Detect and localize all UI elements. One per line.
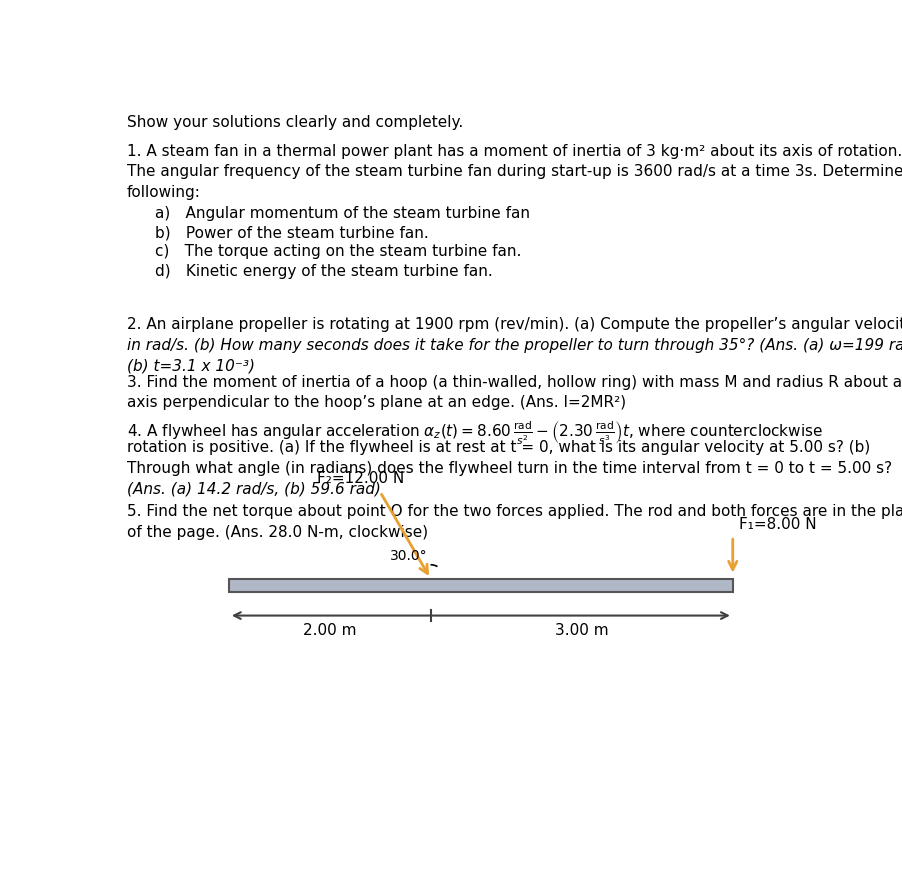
Text: 30.0°: 30.0°: [391, 549, 428, 563]
Text: Show your solutions clearly and completely.: Show your solutions clearly and complete…: [126, 115, 463, 130]
Text: F₂=12.00 N: F₂=12.00 N: [317, 471, 404, 486]
Text: 1. A steam fan in a thermal power plant has a moment of inertia of 3 kg·m² about: 1. A steam fan in a thermal power plant …: [126, 143, 902, 158]
FancyBboxPatch shape: [229, 579, 732, 593]
Text: rotation is positive. (a) If the flywheel is at rest at t = 0, what is its angul: rotation is positive. (a) If the flywhee…: [126, 440, 870, 455]
Text: in rad/s. (b) How many seconds does it take for the propeller to turn through 35: in rad/s. (b) How many seconds does it t…: [126, 337, 902, 353]
Text: 3.00 m: 3.00 m: [555, 623, 609, 638]
Text: 5. Find the net torque about point O for the two forces applied. The rod and bot: 5. Find the net torque about point O for…: [126, 504, 902, 519]
Text: Through what angle (in radians) does the flywheel turn in the time interval from: Through what angle (in radians) does the…: [126, 461, 892, 476]
Text: (b) t=3.1 x 10⁻³): (b) t=3.1 x 10⁻³): [126, 358, 254, 374]
Text: 2. An airplane propeller is rotating at 1900 rpm (rev/min). (a) Compute the prop: 2. An airplane propeller is rotating at …: [126, 317, 902, 332]
Text: 2.00 m: 2.00 m: [303, 623, 356, 638]
Text: axis perpendicular to the hoop’s plane at an edge. (Ans. I=2MR²): axis perpendicular to the hoop’s plane a…: [126, 395, 626, 410]
Text: b) Power of the steam turbine fan.: b) Power of the steam turbine fan.: [155, 225, 429, 240]
Text: c) The torque acting on the steam turbine fan.: c) The torque acting on the steam turbin…: [155, 244, 521, 260]
Text: The angular frequency of the steam turbine fan during start-up is 3600 rad/s at : The angular frequency of the steam turbi…: [126, 164, 902, 179]
Text: 3. Find the moment of inertia of a hoop (a thin-walled, hollow ring) with mass M: 3. Find the moment of inertia of a hoop …: [126, 375, 902, 389]
Text: 4. A flywheel has angular acceleration $\alpha_z(t) = 8.60\,\frac{\mathrm{rad}}{: 4. A flywheel has angular acceleration $…: [126, 419, 823, 447]
Text: of the page. (Ans. 28.0 N-m, clockwise): of the page. (Ans. 28.0 N-m, clockwise): [126, 525, 428, 540]
Text: a) Angular momentum of the steam turbine fan: a) Angular momentum of the steam turbine…: [155, 206, 530, 221]
Text: following:: following:: [126, 185, 200, 200]
Text: d) Kinetic energy of the steam turbine fan.: d) Kinetic energy of the steam turbine f…: [155, 263, 493, 279]
Text: (Ans. (a) 14.2 rad/s, (b) 59.6 rad): (Ans. (a) 14.2 rad/s, (b) 59.6 rad): [126, 481, 381, 496]
Text: F₁=8.00 N: F₁=8.00 N: [739, 517, 816, 532]
